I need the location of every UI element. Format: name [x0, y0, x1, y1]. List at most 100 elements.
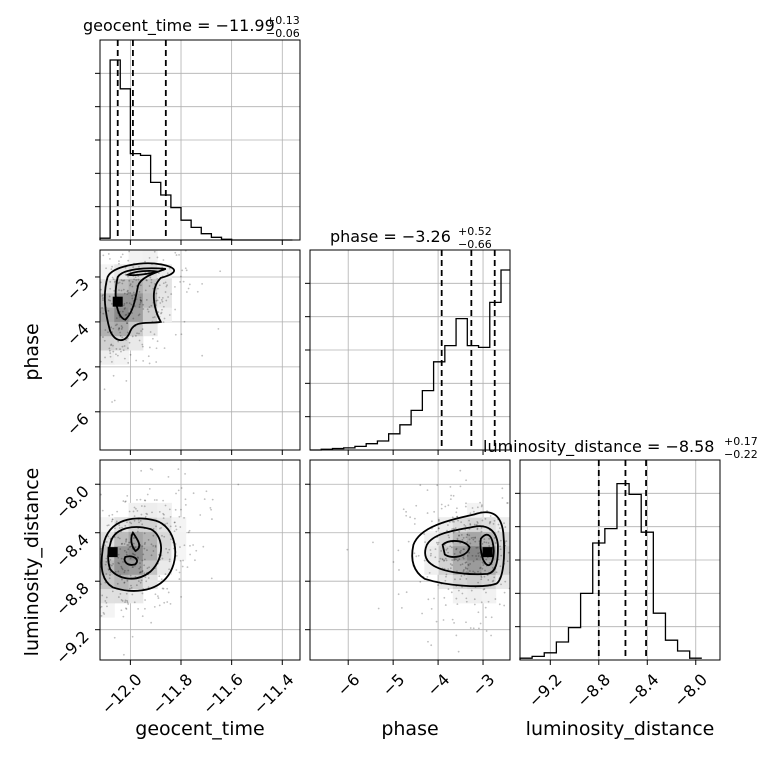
scatter-point	[160, 311, 163, 314]
scatter-point	[144, 607, 146, 610]
scatter-point	[50, 372, 52, 374]
scatter-point	[106, 605, 108, 608]
scatter-point	[497, 530, 500, 533]
scatter-point	[465, 561, 468, 564]
scatter-point	[472, 538, 475, 541]
scatter-point	[109, 352, 112, 355]
scatter-point	[473, 523, 476, 526]
scatter-point	[455, 634, 458, 637]
scatter-point	[110, 326, 113, 329]
scatter-point	[105, 541, 108, 543]
scatter-point	[107, 331, 109, 334]
density-cell	[114, 278, 130, 294]
scatter-point	[453, 559, 456, 561]
scatter-point	[91, 309, 93, 311]
scatter-point	[90, 297, 92, 299]
scatter-point	[140, 300, 142, 303]
scatter-point	[196, 290, 199, 293]
scatter-point	[120, 328, 123, 330]
scatter-point	[498, 527, 501, 530]
scatter-point	[566, 563, 568, 565]
scatter-point	[157, 311, 160, 314]
scatter-point	[108, 577, 111, 580]
scatter-point	[93, 363, 95, 365]
scatter-point	[109, 245, 111, 247]
scatter-point	[92, 363, 94, 365]
scatter-point	[123, 302, 126, 305]
scatter-point	[150, 554, 153, 557]
scatter-point	[104, 544, 106, 547]
y-tick-label: −5	[63, 364, 93, 394]
scatter-point	[124, 599, 127, 602]
scatter-point	[88, 628, 90, 630]
scatter-point	[173, 233, 175, 235]
y-tick-label: −6	[63, 409, 93, 439]
scatter-point	[129, 521, 131, 524]
scatter-point	[118, 524, 121, 527]
scatter-point	[121, 526, 123, 529]
scatter-point	[126, 601, 129, 604]
scatter-point	[107, 309, 110, 312]
scatter-point	[131, 566, 134, 569]
scatter-point	[93, 297, 95, 299]
scatter-point	[132, 266, 135, 269]
scatter-point	[469, 570, 471, 572]
scatter-point	[155, 215, 157, 217]
xlabel-phase: phase	[381, 718, 438, 740]
scatter-point	[163, 513, 165, 516]
scatter-point	[160, 526, 163, 529]
scatter-point	[162, 517, 165, 520]
scatter-point	[107, 568, 110, 570]
scatter-point	[463, 569, 465, 571]
scatter-point	[153, 606, 156, 608]
scatter-point	[149, 331, 152, 333]
contour-level-0	[100, 517, 177, 592]
scatter-point	[136, 509, 139, 512]
scatter-point	[102, 254, 105, 257]
scatter-point	[100, 614, 103, 617]
density-cell	[467, 531, 482, 547]
scatter-point	[102, 294, 104, 296]
scatter-point	[97, 530, 99, 532]
scatter-point	[499, 545, 501, 548]
scatter-point	[139, 301, 142, 304]
title-phase-minus: −0.66	[458, 238, 492, 251]
scatter-point	[413, 552, 416, 555]
scatter-point	[106, 524, 109, 527]
scatter-point	[145, 279, 148, 281]
scatter-point	[468, 551, 471, 554]
scatter-point	[173, 530, 176, 533]
scatter-point	[181, 246, 183, 248]
scatter-point	[526, 513, 528, 515]
density-cell	[157, 307, 172, 322]
scatter-point	[142, 308, 145, 310]
scatter-point	[139, 581, 142, 584]
scatter-point	[152, 550, 155, 552]
scatter-point	[495, 571, 498, 574]
y-tick-label: −9.2	[52, 627, 93, 668]
scatter-point	[121, 282, 124, 285]
scatter-point	[161, 296, 164, 299]
scatter-point	[91, 338, 93, 340]
panel-2d-phase-luminosity_distance	[346, 469, 568, 653]
scatter-point	[447, 504, 450, 507]
scatter-point	[133, 294, 136, 296]
density-cell	[157, 292, 172, 308]
scatter-point	[131, 294, 133, 297]
scatter-point	[56, 402, 58, 404]
scatter-point	[168, 560, 171, 563]
scatter-point	[164, 281, 167, 284]
scatter-point	[92, 394, 94, 396]
density-cell	[128, 335, 144, 351]
density-cell	[171, 531, 187, 547]
scatter-point	[481, 519, 484, 522]
density-cell	[128, 517, 144, 532]
scatter-point	[87, 574, 89, 576]
scatter-point	[397, 593, 400, 596]
scatter-point	[152, 316, 155, 319]
scatter-point	[144, 499, 147, 502]
scatter-point	[182, 280, 185, 283]
scatter-point	[444, 557, 447, 560]
scatter-point	[113, 636, 116, 639]
scatter-point	[498, 603, 501, 606]
